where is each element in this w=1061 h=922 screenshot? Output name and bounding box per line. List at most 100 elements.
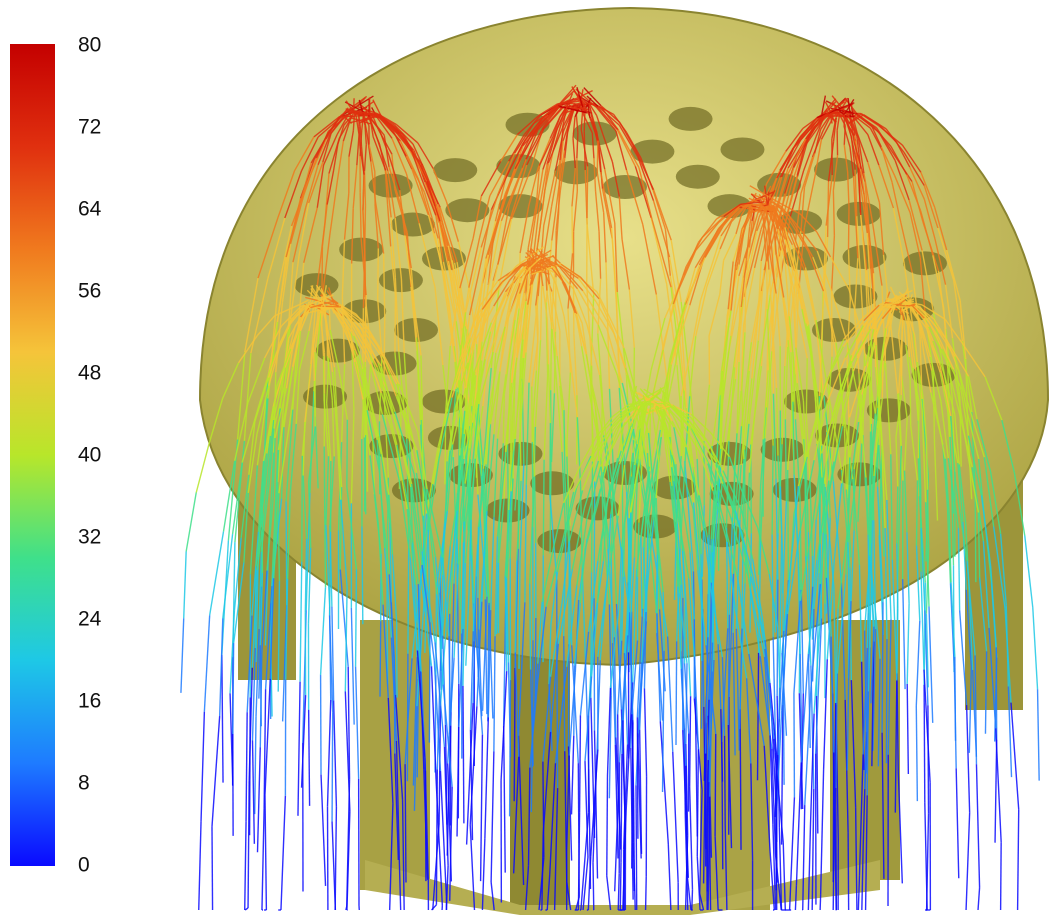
streamline-segment — [564, 410, 565, 476]
streamline-segment — [262, 808, 264, 910]
streamline-segment — [408, 540, 409, 654]
tick-label: 80 — [78, 34, 101, 57]
streamline-segment — [572, 206, 573, 253]
streamline-segment — [309, 710, 310, 806]
streamline-segment — [725, 736, 726, 825]
tick-label: 48 — [78, 362, 101, 385]
tick-label: 16 — [78, 690, 101, 713]
streamline-segment — [580, 716, 581, 813]
streamline-segment — [329, 307, 330, 329]
streamline-segment — [967, 705, 970, 813]
streamline-segment — [903, 579, 905, 689]
streamline-segment — [697, 749, 698, 856]
streamline-segment — [302, 456, 303, 562]
streamline-segment — [607, 776, 608, 876]
streamline-segment — [707, 760, 708, 891]
streamline-segment — [281, 796, 285, 910]
streamline-segment — [543, 460, 544, 556]
streamline-segment — [839, 115, 845, 116]
streamline-segment — [916, 480, 917, 545]
streamline-segment — [663, 651, 664, 718]
streamline-segment — [360, 192, 361, 238]
streamline-segment — [637, 717, 638, 838]
streamline-segment — [286, 501, 287, 605]
streamline-segment — [332, 712, 333, 821]
tick-label: 8 — [78, 772, 90, 795]
vane-pocket — [676, 165, 720, 189]
streamline-segment — [592, 366, 593, 462]
streamline-segment — [955, 657, 956, 741]
figure: 08162432404856647280 — [0, 0, 1061, 922]
streamline-segment — [532, 442, 533, 508]
streamline-segment — [201, 712, 204, 821]
streamline-segment — [380, 621, 381, 696]
streamline-segment — [806, 358, 807, 415]
tick-label: 56 — [78, 280, 101, 303]
streamline-segment — [222, 655, 223, 783]
streamline-segment — [572, 736, 574, 815]
streamline-segment — [739, 304, 740, 362]
streamline-segment — [881, 306, 910, 307]
streamline-segment — [776, 797, 777, 890]
streamline-segment — [246, 712, 247, 822]
streamline-segment — [828, 182, 829, 238]
streamline-segment — [641, 537, 642, 616]
streamline-segment — [833, 753, 834, 883]
streamline-segment — [334, 701, 337, 807]
streamline-segment — [359, 126, 360, 146]
streamline-segment — [907, 684, 908, 774]
streamline-segment — [245, 908, 248, 910]
streamline-segment — [324, 446, 325, 510]
streamline-segment — [618, 714, 619, 798]
streamline-segment — [481, 735, 483, 882]
streamline-segment — [916, 706, 917, 801]
streamline-segment — [663, 592, 664, 651]
streamline-segment — [423, 431, 424, 516]
streamline-segment — [796, 762, 801, 885]
streamline-segment — [332, 822, 335, 910]
streamline-segment — [248, 780, 249, 908]
streamline-segment — [300, 562, 302, 682]
streamline-segment — [835, 703, 836, 810]
streamline-segment — [204, 615, 209, 712]
streamline-segment — [494, 636, 495, 751]
streamline-segment — [676, 641, 677, 745]
colorbar — [10, 44, 55, 866]
streamline-segment — [673, 752, 678, 883]
streamline-segment — [212, 716, 220, 827]
streamline-segment — [362, 526, 363, 624]
vane-pocket — [669, 107, 713, 131]
streamline-segment — [445, 411, 446, 484]
streamline-segment — [692, 890, 693, 910]
streamline-segment — [929, 606, 933, 722]
colorbar-ticks: 08162432404856647280 — [55, 34, 102, 877]
streamline-segment — [918, 401, 919, 458]
streamline-segment — [833, 191, 834, 236]
streamline-segment — [907, 603, 909, 684]
streamline-segment — [345, 588, 347, 692]
streamline-segment — [463, 686, 464, 823]
streamline-segment — [740, 709, 741, 850]
streamline-segment — [820, 894, 821, 910]
streamline-segment — [966, 813, 970, 910]
streamline-segment — [886, 639, 887, 763]
streamline-segment — [457, 727, 459, 837]
streamline-segment — [321, 775, 326, 886]
streamline-segment — [1038, 689, 1040, 780]
streamline-segment — [212, 827, 213, 910]
streamline-segment — [199, 821, 201, 910]
streamline-segment — [245, 822, 246, 910]
streamline-segment — [321, 587, 326, 675]
streamline-segment — [636, 785, 637, 910]
streamline-segment — [181, 618, 184, 693]
turbine — [181, 8, 1048, 915]
streamline-segment — [620, 862, 621, 910]
tick-label: 72 — [78, 116, 101, 139]
streamline-segment — [184, 551, 186, 618]
streamline-segment — [647, 424, 648, 453]
streamline-segment — [897, 486, 898, 543]
streamline-segment — [618, 873, 619, 910]
streamline-segment — [956, 768, 959, 878]
streamline-segment — [927, 813, 929, 910]
streamline-segment — [690, 787, 693, 890]
